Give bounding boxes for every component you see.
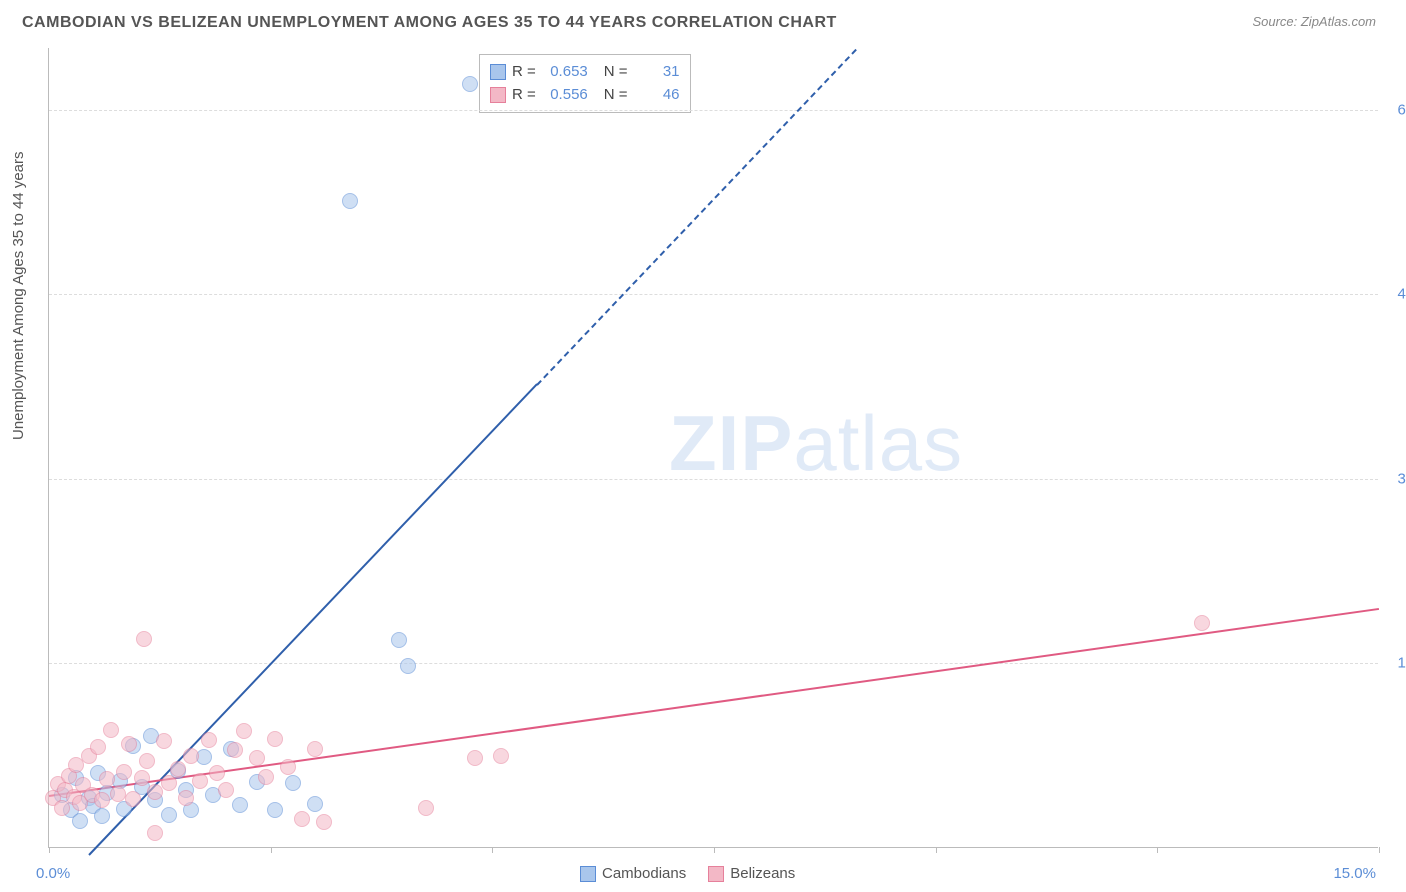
data-point xyxy=(134,770,150,786)
data-point xyxy=(236,723,252,739)
chart-plot-area: ZIPatlas R =0.653N =31R =0.556N =46 15.0… xyxy=(48,48,1378,848)
gridline xyxy=(49,294,1378,295)
x-tick xyxy=(1379,847,1380,853)
data-point xyxy=(227,742,243,758)
trend-line xyxy=(49,608,1379,797)
data-point xyxy=(110,786,126,802)
data-point xyxy=(267,731,283,747)
data-point xyxy=(94,808,110,824)
data-point xyxy=(139,753,155,769)
data-point xyxy=(103,722,119,738)
series-legend: Cambodians Belizeans xyxy=(580,865,795,882)
x-tick xyxy=(1157,847,1158,853)
data-point xyxy=(267,802,283,818)
stats-row: R = 0.556 N = 46 xyxy=(490,84,680,107)
data-point xyxy=(209,765,225,781)
data-point xyxy=(94,792,110,808)
source-label: Source: ZipAtlas.com xyxy=(1252,14,1376,29)
data-point xyxy=(192,773,208,789)
watermark: ZIPatlas xyxy=(669,398,963,489)
y-tick-label: 60.0% xyxy=(1397,101,1406,118)
legend-swatch xyxy=(708,866,724,882)
x-tick xyxy=(492,847,493,853)
stats-r-value: 0.556 xyxy=(542,84,588,107)
data-point xyxy=(307,741,323,757)
x-tick xyxy=(271,847,272,853)
data-point xyxy=(218,782,234,798)
data-point xyxy=(316,814,332,830)
data-point xyxy=(116,764,132,780)
stats-r-label: R = xyxy=(512,61,536,84)
data-point xyxy=(307,796,323,812)
x-axis-min-label: 0.0% xyxy=(36,865,70,882)
data-point xyxy=(72,813,88,829)
watermark-bold: ZIP xyxy=(669,399,793,487)
data-point xyxy=(125,791,141,807)
data-point xyxy=(462,76,478,92)
gridline xyxy=(49,663,1378,664)
data-point xyxy=(418,800,434,816)
data-point xyxy=(391,632,407,648)
x-tick xyxy=(714,847,715,853)
chart-title: CAMBODIAN VS BELIZEAN UNEMPLOYMENT AMONG… xyxy=(22,14,837,32)
data-point xyxy=(294,811,310,827)
data-point xyxy=(161,775,177,791)
data-point xyxy=(258,769,274,785)
gridline xyxy=(49,479,1378,480)
gridline xyxy=(49,110,1378,111)
y-tick-label: 15.0% xyxy=(1397,655,1406,672)
x-axis-max-label: 15.0% xyxy=(1333,865,1376,882)
legend-item: Belizeans xyxy=(708,865,795,882)
data-point xyxy=(183,748,199,764)
stats-n-label: N = xyxy=(604,61,628,84)
data-point xyxy=(400,658,416,674)
data-point xyxy=(342,193,358,209)
data-point xyxy=(1194,615,1210,631)
stats-n-label: N = xyxy=(604,84,628,107)
stats-row: R = 0.653 N = 31 xyxy=(490,61,680,84)
y-axis-label: Unemployment Among Ages 35 to 44 years xyxy=(10,151,27,440)
data-point xyxy=(232,797,248,813)
data-point xyxy=(467,750,483,766)
legend-item: Cambodians xyxy=(580,865,686,882)
data-point xyxy=(201,732,217,748)
data-point xyxy=(178,790,194,806)
correlation-stats-box: R = 0.653 N = 31 R = 0.556 N = 46 xyxy=(479,54,691,113)
data-point xyxy=(99,771,115,787)
data-point xyxy=(90,739,106,755)
data-point xyxy=(121,736,137,752)
data-point xyxy=(156,733,172,749)
data-point xyxy=(280,759,296,775)
x-tick xyxy=(49,847,50,853)
legend-swatch xyxy=(490,87,506,103)
data-point xyxy=(493,748,509,764)
data-point xyxy=(170,761,186,777)
data-point xyxy=(285,775,301,791)
y-tick-label: 45.0% xyxy=(1397,286,1406,303)
watermark-rest: atlas xyxy=(793,399,963,487)
stats-n-value: 31 xyxy=(634,61,680,84)
legend-swatch xyxy=(490,64,506,80)
stats-n-value: 46 xyxy=(634,84,680,107)
stats-r-label: R = xyxy=(512,84,536,107)
data-point xyxy=(249,750,265,766)
x-tick xyxy=(936,847,937,853)
data-point xyxy=(161,807,177,823)
data-point xyxy=(147,825,163,841)
y-tick-label: 30.0% xyxy=(1397,470,1406,487)
stats-r-value: 0.653 xyxy=(542,61,588,84)
legend-swatch xyxy=(580,866,596,882)
data-point xyxy=(136,631,152,647)
